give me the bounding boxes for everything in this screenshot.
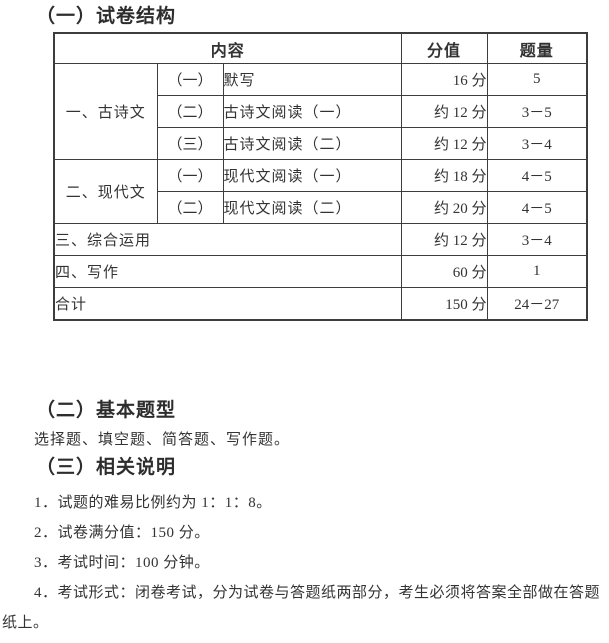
cell-score: 约 20 分 (400, 191, 488, 224)
cell-count: 4－5 (486, 159, 588, 192)
cell-item: 古诗文阅读（一） (222, 95, 402, 128)
cell-score: 约 12 分 (400, 95, 488, 128)
cell-category-poetry: 一、古诗文 (53, 63, 158, 160)
section-heading-question-types: （二）基本题型 (36, 400, 177, 421)
cell-score: 约 12 分 (400, 127, 488, 160)
cell-count: 1 (486, 255, 588, 288)
cell-category-modern: 二、现代文 (53, 159, 158, 224)
cell-category-writing: 四、写作 (53, 255, 402, 288)
table-row: 一、古诗文 （一） 默写 16 分 5 (53, 63, 588, 160)
cell-subindex: （二） (156, 95, 224, 128)
cell-count: 3－4 (486, 223, 588, 256)
cell-subindex: （三） (156, 127, 224, 160)
header-score: 分值 (400, 32, 488, 64)
table-row: （二） 古诗文阅读（一） 约 12 分 3－5 (54, 95, 588, 128)
exam-structure-table: 内容 分值 题量 一、古诗文 （一） 默写 16 分 5 （二） 古诗文阅读（一… (53, 32, 589, 321)
cell-count: 4－5 (486, 191, 588, 224)
table-row: 四、写作 60 分 1 (53, 255, 588, 288)
header-count: 题量 (486, 32, 588, 64)
cell-score: 约 12 分 (400, 223, 488, 256)
section-heading-notes: （三）相关说明 (36, 457, 177, 478)
table-row: （三） 古诗文阅读（二） 约 12 分 3－4 (54, 127, 588, 160)
cell-item: 现代文阅读（二） (222, 191, 402, 224)
cell-subindex: （一） (156, 63, 224, 96)
table-row-total: 合计 150 分 24－27 (53, 287, 588, 321)
cell-total-count: 24－27 (486, 287, 588, 321)
cell-count: 3－4 (486, 127, 588, 160)
table-row: 二、现代文 （一） 现代文阅读（一） 约 18 分 4－5 (53, 159, 588, 224)
question-types-text: 选择题、填空题、简答题、写作题。 (34, 432, 291, 448)
cell-item: 古诗文阅读（二） (222, 127, 402, 160)
table-row: 三、综合运用 约 12 分 3－4 (53, 223, 588, 256)
table-row: （二） 现代文阅读（二） 约 20 分 4－5 (54, 191, 588, 224)
note-item-3: 3．考试时间：100 分钟。 (34, 555, 210, 571)
header-content: 内容 (53, 32, 402, 64)
note-item-4: 4．考试形式：闭卷考试，分为试卷与答题纸两部分，考生必须将答案全部做在答题纸上。 (2, 585, 601, 631)
cell-score: 16 分 (400, 63, 488, 96)
cell-subindex: （一） (156, 159, 224, 192)
cell-score: 约 18 分 (400, 159, 488, 192)
cell-score: 60 分 (400, 255, 488, 288)
table-header-row: 内容 分值 题量 (53, 32, 588, 64)
cell-count: 5 (486, 63, 588, 96)
cell-count: 3－5 (486, 95, 588, 128)
cell-total-score: 150 分 (400, 287, 488, 321)
cell-item: 现代文阅读（一） (222, 159, 402, 192)
cell-category-comprehensive: 三、综合运用 (53, 223, 402, 256)
cell-subindex: （二） (156, 191, 224, 224)
note-item-2: 2．试卷满分值：150 分。 (34, 525, 210, 541)
cell-item: 默写 (222, 63, 402, 96)
cell-total-label: 合计 (53, 287, 402, 321)
section-heading-structure: （一）试卷结构 (36, 6, 177, 27)
note-item-1: 1．试题的难易比例约为 1：1：8。 (34, 495, 272, 511)
